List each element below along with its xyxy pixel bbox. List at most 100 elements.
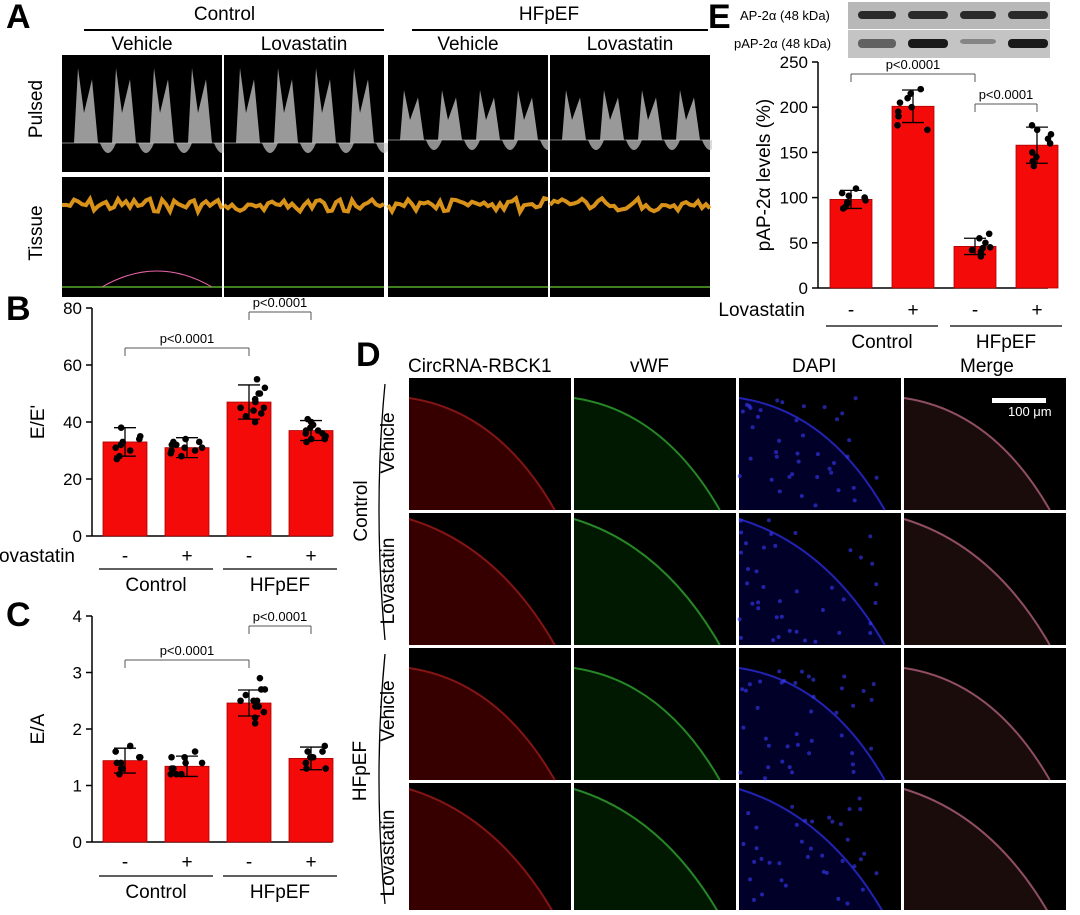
bar <box>1015 144 1059 289</box>
data-point <box>251 720 259 727</box>
nucleus <box>741 725 746 730</box>
nucleus <box>777 861 782 866</box>
nucleus <box>799 839 804 844</box>
nucleus <box>829 585 834 590</box>
data-point <box>237 697 244 705</box>
data-point <box>257 410 265 417</box>
category-label: + <box>305 546 316 567</box>
blot-band <box>858 11 896 19</box>
blot-band <box>960 11 996 19</box>
nucleus <box>809 738 814 743</box>
panelD-row-vehicle-2: Vehicle <box>378 680 399 742</box>
if-images <box>378 378 1066 910</box>
data-point <box>191 447 199 454</box>
nucleus <box>851 769 856 774</box>
nucleus <box>827 815 832 820</box>
category-label: - <box>122 852 128 873</box>
nucleus <box>840 858 845 863</box>
data-point <box>985 230 993 238</box>
category-label: + <box>181 852 192 873</box>
data-point <box>979 244 986 252</box>
nucleus <box>783 883 788 888</box>
tissue-doppler-trace <box>386 194 549 217</box>
panelA-row-pulsed: Pulsed <box>26 79 47 139</box>
nucleus <box>827 466 832 471</box>
data-point <box>260 708 268 716</box>
panelA-control-line <box>84 29 384 31</box>
nucleus <box>776 634 781 639</box>
data-point <box>1033 126 1041 134</box>
nucleus <box>763 776 768 781</box>
channel-label-circrna: CircRNA-RBCK1 <box>408 356 552 377</box>
data-point <box>255 390 262 397</box>
data-point <box>182 759 189 767</box>
nucleus <box>852 864 857 869</box>
tissue-region <box>574 789 717 910</box>
bar <box>226 702 272 843</box>
doppler-peak <box>514 90 538 140</box>
nucleus <box>824 870 829 875</box>
p-value-label: p<0.0001 <box>253 296 308 310</box>
bar <box>891 105 935 289</box>
nucleus <box>837 630 842 635</box>
tissue-region <box>574 398 720 510</box>
category-label: + <box>907 300 918 321</box>
nucleus <box>767 860 772 865</box>
data-point <box>198 759 206 767</box>
nucleus <box>739 550 744 555</box>
data-point <box>862 197 869 204</box>
y-tick-label: 0 <box>73 833 82 852</box>
data-point <box>117 441 125 449</box>
nucleus <box>755 705 760 710</box>
nucleus <box>868 621 873 626</box>
nucleus <box>803 818 808 823</box>
data-point <box>181 753 188 761</box>
tissue-edge <box>573 518 721 646</box>
nucleus <box>821 869 826 874</box>
doppler-peak <box>600 90 624 140</box>
group-bracket-control <box>378 383 386 641</box>
data-point <box>255 703 262 710</box>
data-point <box>261 384 269 392</box>
nucleus <box>746 811 751 816</box>
nucleus <box>738 770 743 775</box>
tissue-edge <box>573 397 721 511</box>
doppler-peak <box>476 90 500 140</box>
nucleus <box>752 859 757 864</box>
panelD-row-vehicle-1: Vehicle <box>378 412 399 474</box>
nucleus <box>795 451 800 456</box>
nucleus <box>839 686 844 691</box>
category-label: - <box>246 546 252 567</box>
data-point <box>843 200 851 208</box>
data-point <box>113 455 121 463</box>
data-point <box>307 435 315 443</box>
row-label: Lovastatin <box>0 546 75 567</box>
nucleus <box>780 759 785 764</box>
nucleus <box>838 822 843 827</box>
data-point <box>322 765 329 772</box>
tissue-edge <box>573 788 718 910</box>
nucleus <box>771 638 776 643</box>
p-value-label: p<0.0001 <box>979 87 1034 102</box>
nucleus <box>805 854 810 859</box>
nucleus <box>842 674 847 679</box>
nucleus <box>813 639 818 644</box>
nucleus <box>847 807 852 812</box>
nucleus <box>811 677 816 682</box>
nucleus <box>860 887 865 892</box>
doppler-peak <box>274 68 298 143</box>
doppler-peak <box>638 90 662 140</box>
tissue-doppler-image <box>224 177 384 297</box>
data-point <box>173 770 180 778</box>
data-point <box>256 674 264 682</box>
doppler-trough <box>262 143 278 153</box>
data-point <box>126 742 134 750</box>
nucleus <box>831 461 836 466</box>
tissue-region <box>409 668 555 780</box>
blot-band <box>908 39 948 48</box>
nucleus <box>775 398 780 403</box>
nucleus <box>779 878 784 883</box>
doppler-trough <box>502 140 518 150</box>
nucleus <box>836 896 841 901</box>
data-point <box>136 432 144 440</box>
